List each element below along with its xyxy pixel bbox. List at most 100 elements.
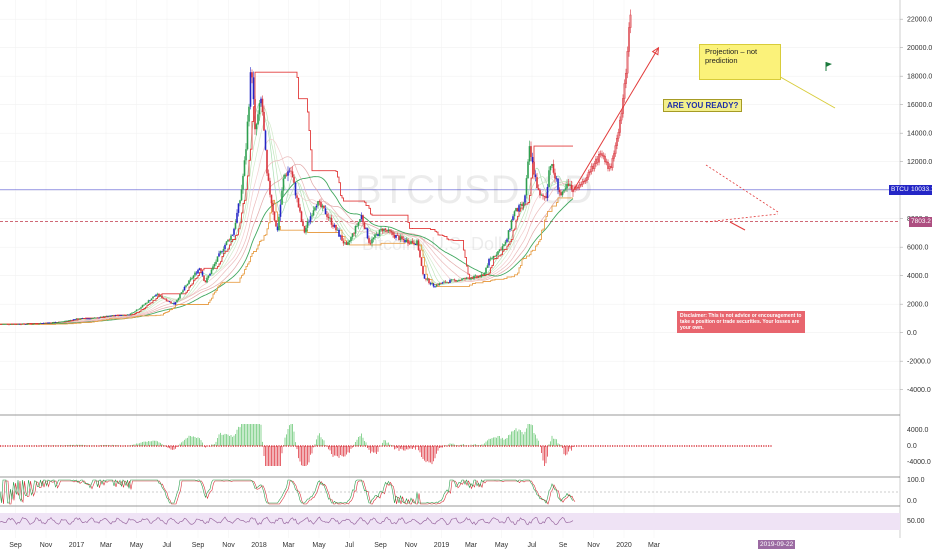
candle-body (389, 229, 391, 232)
candle-body (485, 267, 487, 274)
price-tick-label: 18000.0 (907, 74, 932, 81)
stochastic-indicator[interactable] (0, 479, 900, 505)
candle-body (510, 220, 513, 230)
candle-body (179, 294, 181, 299)
indicator-axes: 4000.0 0.0 -4000.0 100.0 0.0 50.00 (907, 427, 931, 525)
candle-body (143, 304, 145, 306)
candle-body (125, 315, 127, 316)
candle-body (491, 258, 493, 260)
candle-body (387, 229, 390, 232)
time-tick-label: Nov (405, 542, 418, 549)
candle-body (138, 308, 141, 310)
candle-body (252, 77, 255, 100)
candle-body (117, 315, 120, 317)
candle-body (494, 255, 496, 257)
candle-body (41, 323, 43, 324)
moving-average-ribbon (0, 101, 574, 325)
candle-body (29, 323, 31, 325)
triangle-lower-line[interactable] (705, 213, 779, 223)
candle-body (347, 242, 349, 245)
candle-body (198, 268, 201, 270)
candle-body (405, 239, 408, 243)
candle-body (63, 321, 66, 322)
candle-body (158, 293, 160, 297)
candle-body (108, 315, 111, 317)
candle-body (18, 323, 21, 325)
candle-body (72, 319, 75, 321)
candle-body (36, 323, 39, 325)
candle-body (534, 174, 537, 178)
candle-body (230, 235, 232, 241)
candle-body (294, 182, 297, 196)
candle-body (263, 111, 265, 131)
time-axis[interactable]: Sep Nov 2017 Mar May Jul Sep Nov 2018 Mar May Jul Se… (9, 542, 660, 549)
projection-candle (583, 181, 586, 183)
candle-body (519, 204, 522, 206)
candle-body (456, 280, 459, 282)
candle-body (561, 191, 564, 196)
candle-body (302, 221, 304, 226)
candle-body (542, 194, 544, 197)
last-price-tag: 10033.1 (909, 184, 932, 195)
candle-body (78, 318, 81, 320)
candle-body (33, 323, 36, 325)
candle-body (276, 226, 279, 231)
candle-body (567, 183, 570, 186)
candle-body (194, 272, 196, 276)
projection-candle (628, 27, 631, 52)
candle-body (539, 190, 541, 196)
candle-body (27, 323, 30, 325)
candle-body (401, 236, 403, 239)
candle-body (270, 194, 273, 204)
candle-body (99, 316, 102, 318)
candle-body (425, 278, 427, 280)
candle-body (54, 322, 57, 323)
candle-body (215, 261, 217, 264)
price-candles[interactable] (0, 67, 574, 326)
candle-body (530, 146, 532, 158)
candle-body (203, 275, 205, 281)
headline-label[interactable]: ARE YOU READY? (663, 99, 743, 112)
candle-body (428, 278, 430, 284)
time-tick-label: Mar (648, 542, 661, 549)
disclaimer-note[interactable]: Disclaimer: This is not advice or encour… (677, 311, 805, 333)
candle-body (572, 189, 574, 193)
candle-body (5, 323, 7, 325)
time-tick-label: Mar (100, 542, 113, 549)
candle-body (200, 268, 202, 272)
candle-body (438, 283, 441, 286)
triangle-upper-line[interactable] (705, 164, 779, 213)
candle-body (467, 277, 469, 279)
time-tick-label: Mar (465, 542, 478, 549)
candle-body (449, 280, 451, 283)
indicator-tick-label: 100.0 (907, 477, 925, 484)
candle-body (47, 322, 49, 324)
candle-body (489, 258, 492, 260)
candle-body (137, 309, 139, 311)
price-tick-label: 20000.0 (907, 45, 932, 52)
candle-body (107, 315, 109, 317)
candle-body (141, 305, 144, 308)
candle-body (84, 318, 87, 320)
price-axis[interactable]: 24000.022000.020000.018000.016000.014000… (900, 0, 932, 394)
candle-body (414, 244, 417, 246)
candle-body (450, 279, 453, 281)
projection-candle (614, 145, 617, 154)
candle-body (360, 215, 363, 220)
projection-candle (601, 153, 604, 156)
candle-body (246, 121, 249, 150)
candle-body (384, 228, 387, 230)
projection-candle (587, 172, 590, 178)
price-tick-label: -4000.0 (907, 387, 931, 394)
candle-body (476, 275, 478, 277)
momentum-oscillator[interactable] (0, 424, 772, 466)
candle-body (372, 237, 375, 240)
projection-callout[interactable]: Projection – not prediction (699, 44, 781, 80)
rsi-indicator[interactable] (0, 513, 900, 530)
indicator-tick-label: 0.0 (907, 498, 917, 505)
projection-arrow[interactable] (573, 47, 659, 191)
candle-body (116, 315, 118, 316)
candle-body (248, 106, 250, 122)
candle-body (513, 211, 516, 217)
